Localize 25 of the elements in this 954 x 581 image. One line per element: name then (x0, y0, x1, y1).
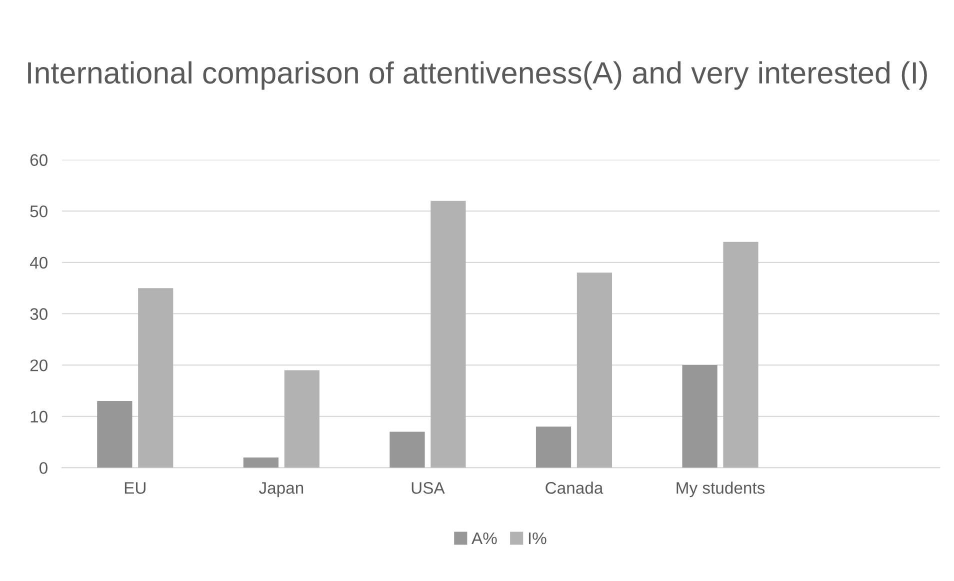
bar (138, 288, 174, 468)
bar (284, 370, 320, 468)
bar (576, 272, 612, 468)
y-tick-label: 60 (30, 154, 48, 166)
y-tick-label: 50 (30, 206, 48, 218)
bar (430, 200, 466, 468)
legend-label: A% (472, 532, 497, 544)
bar (390, 432, 425, 468)
bar (536, 426, 572, 468)
x-tick-label: USA (412, 482, 445, 494)
y-tick-label: 20 (30, 359, 48, 372)
x-tick-label: Canada (546, 482, 604, 494)
y-tick-label: 40 (30, 256, 48, 269)
y-tick-label: 10 (30, 410, 48, 423)
bar (723, 242, 758, 468)
y-tick-label: 0 (40, 462, 48, 474)
chart-title: International comparison of attentiveness(A) and very interested (I) (28, 61, 927, 90)
bar (243, 457, 279, 468)
x-tick-label: Japan (258, 482, 304, 498)
y-tick-label: 30 (30, 308, 48, 320)
x-tick-label: My students (676, 482, 765, 498)
bar (682, 365, 718, 468)
bar (97, 400, 132, 468)
x-tick-label: EU (124, 482, 146, 494)
legend-label: I% (528, 532, 546, 544)
